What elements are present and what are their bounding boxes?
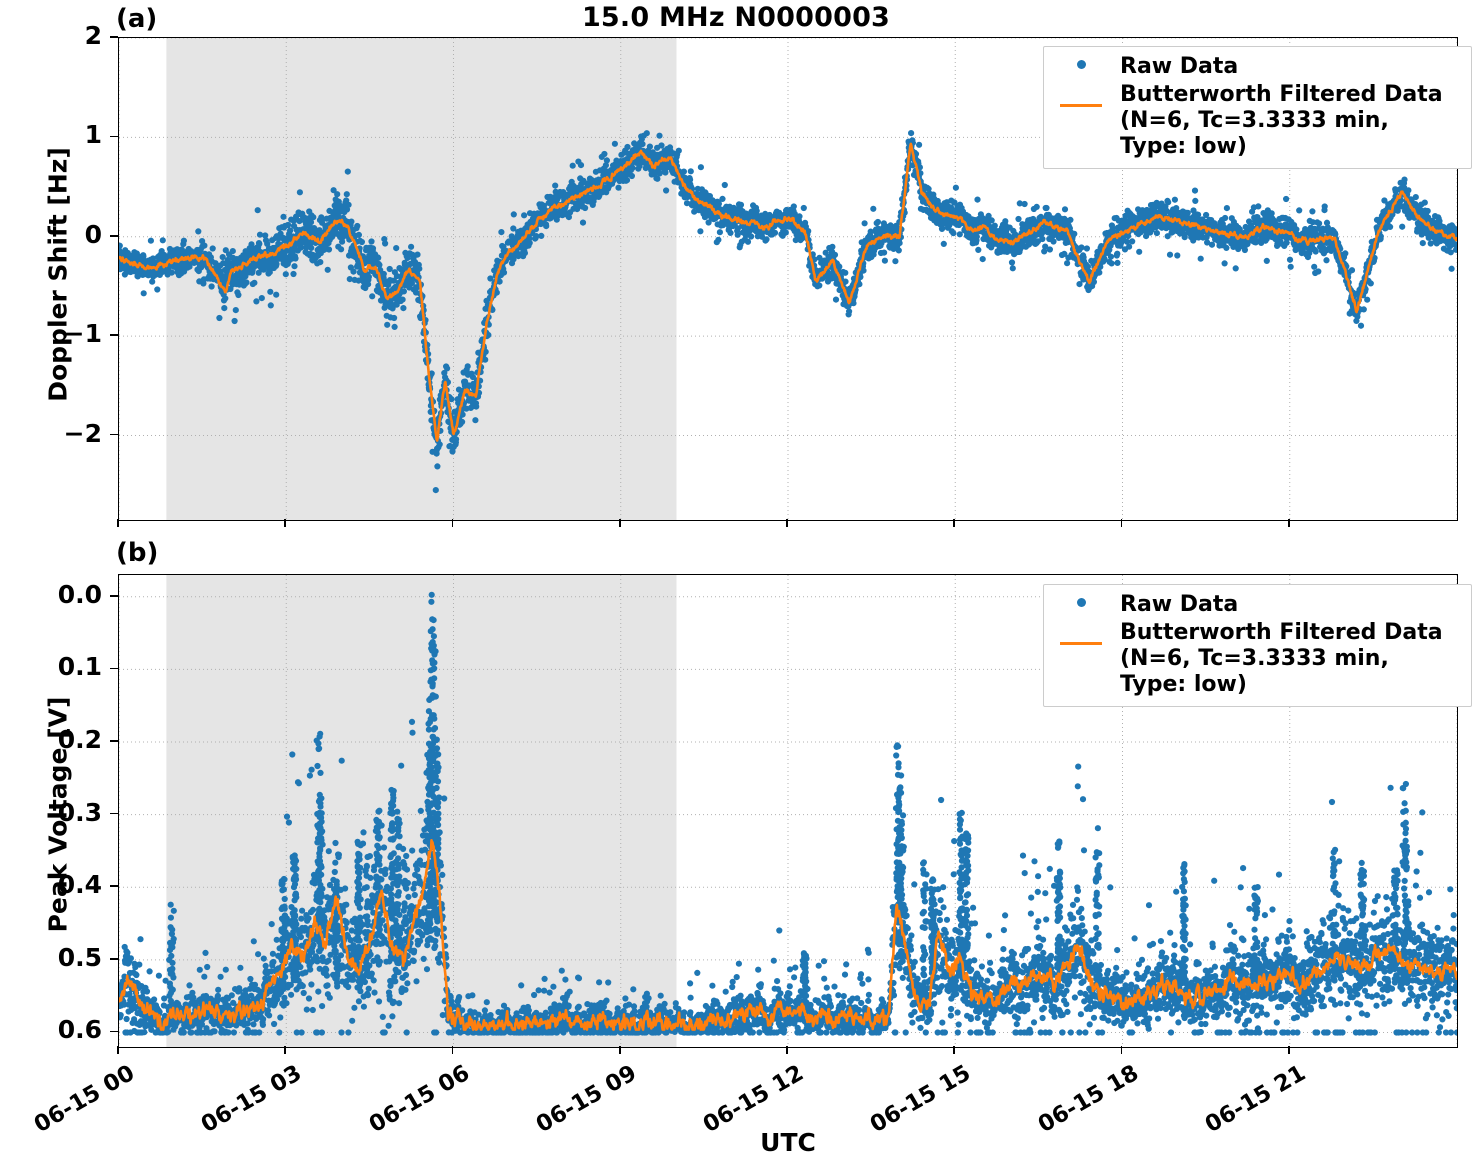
x-tick-mark [117, 1046, 119, 1054]
x-tick-mark [953, 1046, 955, 1054]
legend-row-raw: Raw Data [1054, 54, 1459, 80]
y-tick-mark [110, 1031, 118, 1033]
x-tick-mark [1121, 519, 1123, 527]
y-tick-label: 2 [0, 21, 102, 50]
y-tick-label: 0.5 [0, 943, 102, 972]
legend-line-icon [1054, 82, 1108, 107]
y-tick-mark [110, 740, 118, 742]
y-tick-mark [110, 136, 118, 138]
panel-a-tag: (a) [116, 4, 157, 34]
legend-label-filtered: Butterworth Filtered Data (N=6, Tc=3.333… [1120, 620, 1459, 698]
x-tick-mark [953, 519, 955, 527]
panel-b-legend: Raw Data Butterworth Filtered Data (N=6,… [1043, 584, 1472, 707]
panel-a-legend: Raw Data Butterworth Filtered Data (N=6,… [1043, 46, 1472, 169]
y-tick-label: 0.2 [0, 725, 102, 754]
x-tick-mark [284, 519, 286, 527]
y-tick-label: −1 [0, 319, 102, 348]
legend-line-icon [1054, 620, 1108, 645]
panel-a-ylabel: Doppler Shift [Hz] [44, 135, 73, 415]
x-tick-mark [452, 1046, 454, 1054]
y-tick-mark [110, 595, 118, 597]
x-tick-mark [117, 519, 119, 527]
y-tick-mark [110, 885, 118, 887]
y-tick-label: 0.0 [0, 580, 102, 609]
y-tick-label: 1 [0, 120, 102, 149]
y-tick-mark [110, 668, 118, 670]
x-axis-label: UTC [118, 1128, 1458, 1157]
x-tick-mark [452, 519, 454, 527]
y-tick-label: 0.6 [0, 1015, 102, 1044]
y-tick-mark [110, 36, 118, 38]
y-tick-label: 0.3 [0, 798, 102, 827]
panel-b-tag: (b) [116, 538, 158, 568]
legend-row-filtered: Butterworth Filtered Data (N=6, Tc=3.333… [1054, 620, 1459, 698]
y-tick-mark [110, 235, 118, 237]
y-tick-mark [110, 334, 118, 336]
legend-label-raw: Raw Data [1120, 592, 1238, 618]
legend-row-filtered: Butterworth Filtered Data (N=6, Tc=3.333… [1054, 82, 1459, 160]
y-tick-label: 0.1 [0, 652, 102, 681]
legend-label-raw: Raw Data [1120, 54, 1238, 80]
y-tick-mark [110, 434, 118, 436]
x-tick-mark [619, 1046, 621, 1054]
legend-label-filtered: Butterworth Filtered Data (N=6, Tc=3.333… [1120, 82, 1459, 160]
y-tick-label: 0.4 [0, 870, 102, 899]
legend-marker-dot-icon [1054, 54, 1108, 69]
x-tick-mark [619, 519, 621, 527]
x-tick-mark [284, 1046, 286, 1054]
x-tick-mark [1121, 1046, 1123, 1054]
x-tick-mark [786, 1046, 788, 1054]
x-tick-mark [786, 519, 788, 527]
y-tick-label: −2 [0, 419, 102, 448]
x-tick-mark [1288, 519, 1290, 527]
y-tick-mark [110, 958, 118, 960]
figure-title: 15.0 MHz N0000003 [0, 2, 1472, 33]
legend-marker-dot-icon [1054, 592, 1108, 607]
y-tick-mark [110, 813, 118, 815]
legend-row-raw: Raw Data [1054, 592, 1459, 618]
x-tick-mark [1288, 1046, 1290, 1054]
y-tick-label: 0 [0, 220, 102, 249]
